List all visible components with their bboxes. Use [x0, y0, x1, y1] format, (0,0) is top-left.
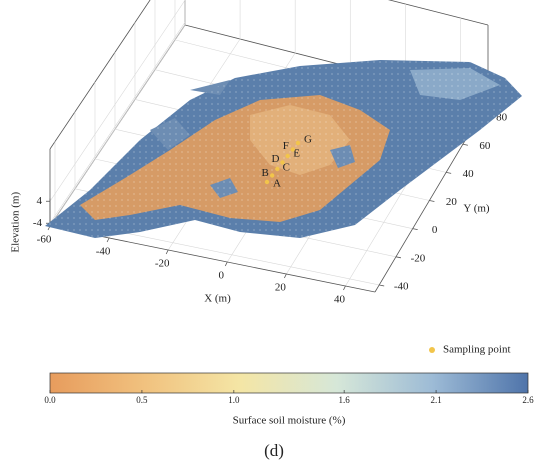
z-tick-label: 4	[37, 195, 43, 207]
colorbar-tick-label: 0.0	[44, 395, 56, 405]
x-tick	[284, 273, 287, 279]
point-label: G	[304, 134, 312, 146]
colorbar	[49, 372, 529, 394]
x-tick	[343, 285, 346, 291]
y-tick	[412, 228, 418, 231]
colorbar-label: Surface soil moisture (%)	[233, 415, 346, 427]
y-tick	[462, 143, 468, 146]
sampling-points: AB CD EF G	[261, 134, 312, 190]
point-label: B	[261, 167, 268, 179]
x-axis-label: X (m)	[204, 293, 231, 305]
x-tick-label: -40	[96, 246, 111, 258]
sampling-point	[290, 147, 296, 152]
x-tick-label: 20	[275, 282, 287, 294]
surface	[45, 60, 522, 238]
legend-label: Sampling point	[443, 344, 511, 356]
x-tick-label: 0	[219, 270, 225, 282]
point-label: D	[272, 153, 280, 165]
colorbar-tick-label: 2.1	[430, 395, 441, 405]
colorbar-tick-label: 1.6	[339, 395, 351, 405]
colorbar-tick-label: 0.5	[136, 395, 148, 405]
y-tick-label: -20	[411, 252, 426, 264]
x-axis	[49, 225, 376, 293]
point-label: E	[293, 148, 300, 160]
sampling-point	[295, 140, 301, 146]
sampling-point	[285, 153, 290, 159]
colorbar-tick-label: 2.6	[522, 395, 534, 405]
y-tick-label: -40	[394, 280, 409, 292]
sampling-point	[264, 179, 270, 185]
x-tick-label: -60	[37, 234, 52, 246]
y-tick-label: 60	[479, 140, 491, 152]
sampling-point	[269, 173, 275, 178]
grid-line	[49, 24, 186, 227]
y-tick-label: 40	[463, 168, 475, 180]
legend-marker	[429, 347, 435, 353]
z-tick-label: -4	[33, 217, 43, 229]
y-tick	[429, 200, 435, 202]
box-edge	[387, 0, 489, 26]
x-tick-label: 40	[334, 294, 346, 306]
y-tick-label: 0	[432, 224, 438, 236]
point-label: A	[273, 178, 281, 190]
colorbar-tick-label: 1.0	[228, 395, 240, 405]
x-tick	[106, 237, 110, 243]
sampling-point	[275, 166, 280, 172]
grid-line	[49, 0, 186, 202]
x-tick	[165, 249, 169, 255]
y-tick-label: 80	[496, 112, 508, 124]
y-tick	[395, 256, 402, 259]
grid-line	[49, 22, 186, 224]
point-label: C	[283, 162, 290, 174]
y-tick-label: 20	[446, 196, 458, 208]
panel-label: (d)	[264, 441, 284, 460]
z-axis-label: Elevation (m)	[10, 192, 22, 253]
sampling-point	[280, 160, 285, 165]
box-edge	[49, 0, 151, 150]
y-axis-label: Y (m)	[463, 203, 490, 215]
y-tick	[379, 284, 385, 287]
point-label: F	[283, 140, 289, 152]
x-tick-label: -20	[155, 258, 170, 270]
x-tick	[224, 261, 228, 267]
y-tick	[446, 171, 452, 174]
